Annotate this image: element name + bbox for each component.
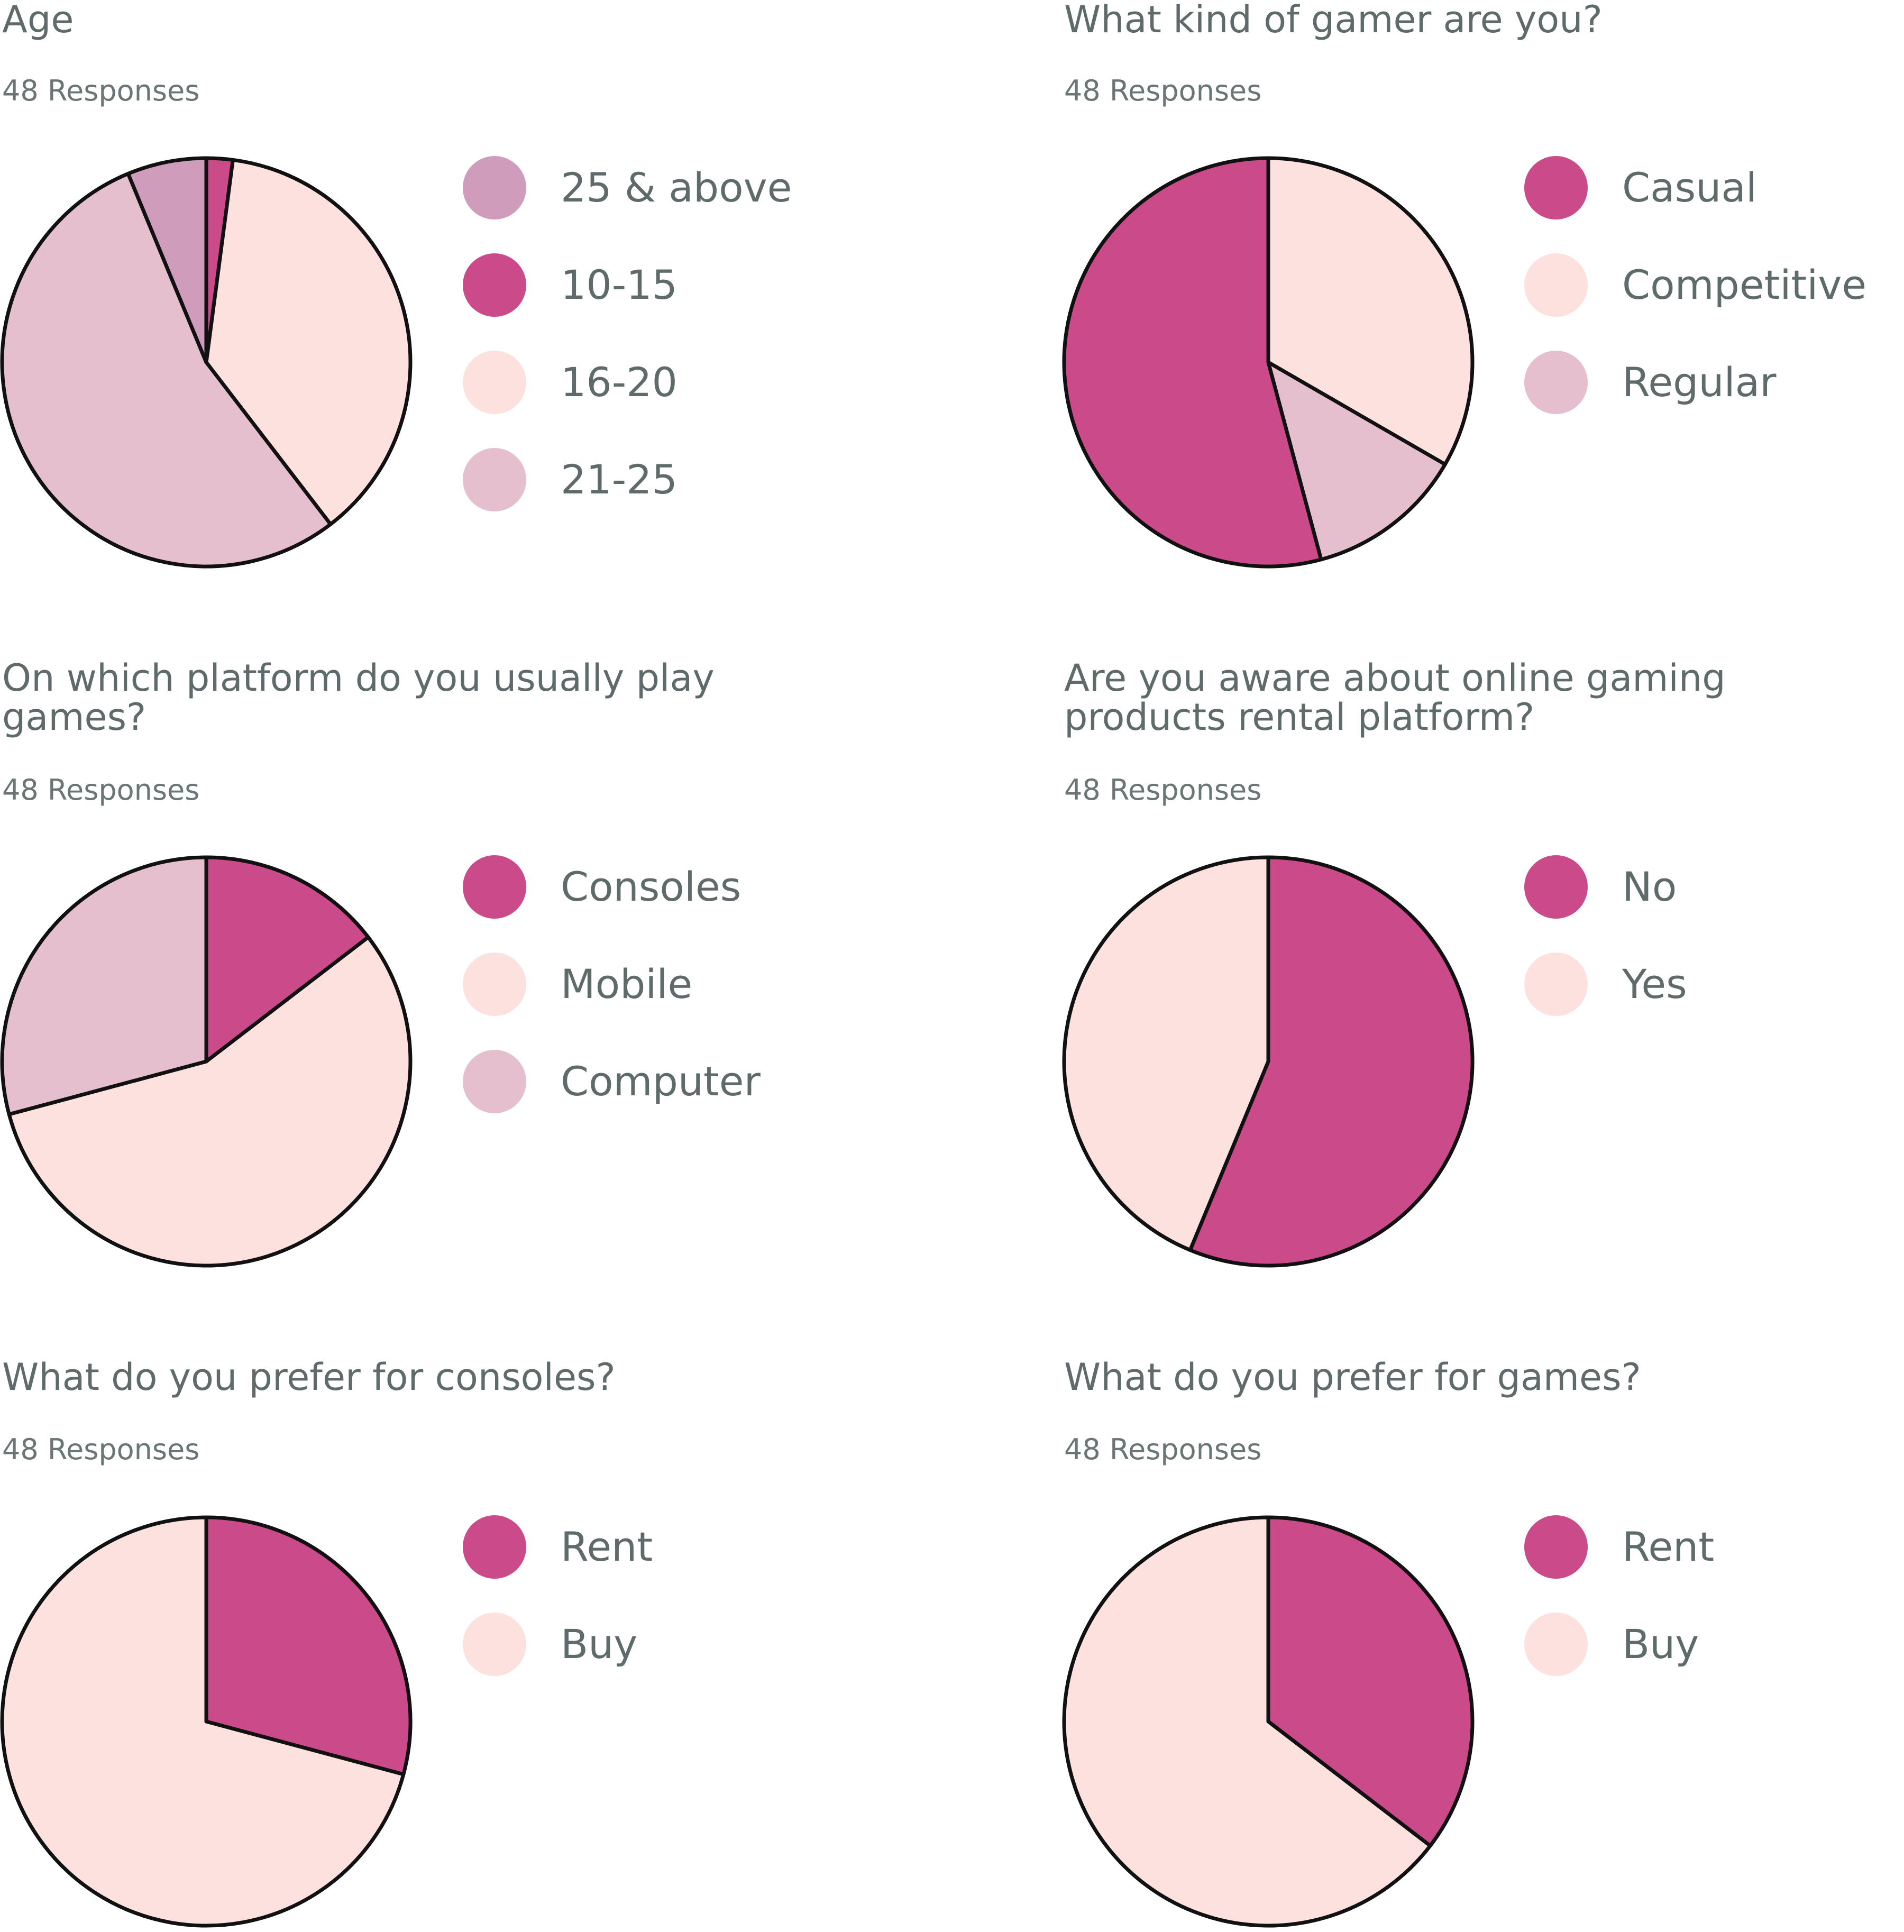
pie-slice-consoles (204, 855, 370, 1064)
legend-swatch (463, 156, 526, 219)
chart-title: Are you aware about online gaming produc… (1064, 656, 1726, 739)
legend-swatch (1524, 1515, 1588, 1579)
pie-chart (1062, 855, 1475, 1268)
pie-chart (0, 1515, 413, 1928)
legend-label: Consoles (561, 863, 742, 910)
pie-slice-rent (1266, 1515, 1475, 1848)
pie-chart (1062, 156, 1475, 569)
legend-label: 10-15 (561, 261, 678, 308)
chart-title: What do you prefer for consoles? (2, 1356, 616, 1399)
pie-slice-computer (0, 855, 208, 1116)
pie-slice-regular (1266, 360, 1447, 562)
pie-slice-buy (0, 1515, 406, 1928)
response-count: 48 Responses (2, 74, 200, 107)
pie-slice-yes (1062, 855, 1270, 1252)
pie-chart (0, 156, 413, 569)
pie-slice-no (1188, 855, 1475, 1268)
legend-label: No (1622, 863, 1677, 910)
legend-swatch (463, 855, 526, 919)
legend-swatch (1524, 953, 1588, 1016)
pie-slice-casual (1062, 156, 1323, 569)
pie-slice-rent (204, 1515, 413, 1777)
legend-label: Regular (1622, 359, 1777, 406)
pie-slice-competitive (1266, 156, 1475, 466)
legend-label: 16-20 (561, 359, 678, 406)
pie-slice-21-25 (0, 171, 333, 569)
pie-slice-buy (1062, 1515, 1432, 1928)
chart-title: What kind of gamer are you? (1064, 0, 1603, 41)
chart-title: On which platform do you usually play ga… (2, 656, 715, 739)
legend-swatch (1524, 855, 1588, 919)
legend-swatch (1524, 351, 1588, 414)
legend-label: 21-25 (561, 456, 678, 503)
pie-slice-16-20 (204, 158, 413, 526)
legend-label: Computer (561, 1058, 761, 1105)
legend-label: Buy (561, 1620, 638, 1668)
legend-label: Competitive (1622, 261, 1867, 308)
legend-swatch (463, 1613, 526, 1676)
chart-title: Age (2, 0, 74, 41)
response-count: 48 Responses (2, 1433, 200, 1466)
legend-swatch (1524, 1613, 1588, 1676)
legend-swatch (463, 953, 526, 1016)
legend-swatch (463, 1050, 526, 1113)
legend-swatch (463, 448, 526, 511)
legend-label: Mobile (561, 960, 693, 1008)
response-count: 48 Responses (1064, 1433, 1262, 1466)
pie-slice-25-and-above (126, 156, 208, 364)
legend-label: 25 & above (561, 164, 792, 211)
chart-title: What do you prefer for games? (1064, 1356, 1641, 1399)
response-count: 48 Responses (1064, 773, 1262, 807)
legend-swatch (1524, 156, 1588, 219)
legend-swatch (463, 253, 526, 317)
legend-swatch (463, 1515, 526, 1579)
response-count: 48 Responses (2, 773, 200, 807)
legend-swatch (463, 351, 526, 414)
legend-label: Rent (561, 1523, 653, 1570)
legend-label: Casual (1622, 164, 1757, 211)
response-count: 48 Responses (1064, 74, 1262, 107)
pie-chart (0, 855, 413, 1268)
pie-slice-mobile (7, 935, 413, 1268)
pie-chart (1062, 1515, 1475, 1928)
legend-label: Yes (1622, 960, 1687, 1008)
legend-label: Rent (1622, 1523, 1715, 1570)
legend-swatch (1524, 253, 1588, 317)
legend-label: Buy (1622, 1620, 1699, 1668)
